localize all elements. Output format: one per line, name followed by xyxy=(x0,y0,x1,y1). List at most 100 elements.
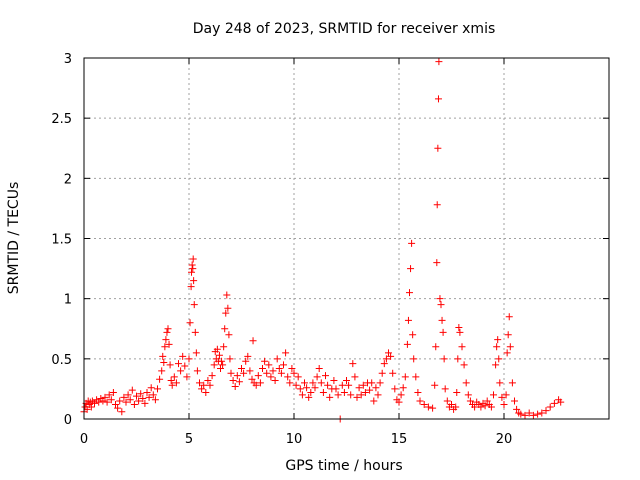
data-point xyxy=(163,328,171,336)
data-point xyxy=(424,403,432,411)
data-point xyxy=(282,349,290,357)
data-point xyxy=(99,397,107,405)
data-point xyxy=(133,392,140,400)
data-point xyxy=(210,361,218,369)
data-point xyxy=(431,381,439,389)
data-point xyxy=(181,362,189,370)
data-point xyxy=(151,396,159,404)
data-point xyxy=(256,379,264,387)
data-point xyxy=(434,95,442,103)
data-point xyxy=(366,386,374,394)
y-axis-title: SRMTID / TECUs xyxy=(6,182,22,295)
data-point xyxy=(200,381,208,389)
data-point xyxy=(188,261,196,269)
data-point xyxy=(511,397,518,405)
data-point xyxy=(440,355,448,363)
data-point xyxy=(399,384,407,392)
data-point xyxy=(164,325,172,333)
data-point xyxy=(231,383,239,391)
data-point xyxy=(353,393,361,401)
data-point xyxy=(284,373,292,381)
data-point xyxy=(261,357,269,365)
data-point xyxy=(130,401,138,409)
data-point xyxy=(387,352,395,360)
data-point xyxy=(416,397,424,405)
data-point xyxy=(496,379,504,387)
grid-lines xyxy=(84,58,609,419)
data-point xyxy=(217,364,224,372)
data-point xyxy=(263,369,271,377)
data-point xyxy=(322,372,329,380)
data-point xyxy=(471,403,479,411)
data-point xyxy=(248,375,256,383)
data-point xyxy=(186,319,194,327)
data-point xyxy=(116,397,124,405)
data-point xyxy=(179,352,187,360)
data-point xyxy=(273,355,281,363)
data-point xyxy=(380,360,388,368)
x-tick-label: 15 xyxy=(391,432,408,447)
data-point xyxy=(226,355,234,363)
data-point xyxy=(361,389,369,397)
data-point xyxy=(529,411,537,419)
data-point xyxy=(452,403,460,411)
data-point xyxy=(137,390,145,398)
data-point xyxy=(158,367,166,375)
data-point xyxy=(345,381,353,389)
data-point xyxy=(492,361,500,369)
data-point xyxy=(95,398,103,406)
data-point xyxy=(338,381,346,389)
data-point xyxy=(168,381,176,389)
data-point xyxy=(191,328,199,336)
data-point xyxy=(498,393,506,401)
data-point xyxy=(404,316,412,324)
data-point xyxy=(309,379,317,387)
data-point xyxy=(466,397,474,405)
data-point xyxy=(265,361,273,369)
data-point xyxy=(269,367,277,375)
data-point xyxy=(437,301,445,309)
data-point xyxy=(349,360,357,368)
y-tick-label: 3 xyxy=(64,52,72,67)
data-point xyxy=(550,399,558,407)
data-point xyxy=(513,405,521,413)
data-point xyxy=(292,381,300,389)
data-point xyxy=(101,393,109,401)
data-point xyxy=(433,201,441,209)
data-point xyxy=(192,349,200,357)
data-point xyxy=(303,384,311,392)
data-point xyxy=(220,343,228,351)
data-point xyxy=(436,295,444,303)
data-point xyxy=(315,364,323,372)
data-point xyxy=(435,58,443,66)
data-point xyxy=(307,389,315,397)
data-point xyxy=(432,343,440,351)
data-point xyxy=(198,385,206,393)
data-point xyxy=(122,398,130,406)
data-point xyxy=(481,402,489,410)
data-point xyxy=(190,277,198,285)
data-point xyxy=(477,403,485,411)
data-point xyxy=(448,401,455,409)
data-point xyxy=(114,404,122,412)
data-point xyxy=(370,397,378,405)
x-tick-label: 5 xyxy=(185,432,193,447)
data-point xyxy=(109,389,117,397)
data-point xyxy=(542,407,550,415)
y-tick-label: 2 xyxy=(64,172,72,187)
data-point xyxy=(313,373,321,381)
data-point xyxy=(500,401,508,409)
data-point xyxy=(271,376,279,384)
data-point xyxy=(154,385,161,393)
data-point xyxy=(403,340,411,348)
data-point xyxy=(107,396,115,404)
data-point xyxy=(434,144,442,152)
data-point xyxy=(408,239,416,247)
data-point xyxy=(495,355,503,363)
data-point xyxy=(221,325,229,333)
data-point xyxy=(215,351,223,359)
data-point xyxy=(193,367,201,375)
data-point xyxy=(156,375,164,383)
data-point xyxy=(190,301,198,309)
